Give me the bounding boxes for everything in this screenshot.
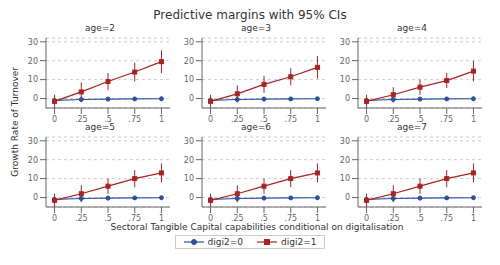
html-text:age=3: age=3 (241, 23, 271, 33)
svg-text:0: 0 (208, 115, 213, 122)
svg-text:.25: .25 (387, 214, 400, 221)
svg-text:10: 10 (340, 174, 350, 183)
svg-text:.5: .5 (260, 115, 268, 122)
svg-text:0: 0 (33, 94, 38, 103)
svg-text:.25: .25 (75, 115, 88, 122)
svg-text:1: 1 (159, 214, 164, 221)
svg-text:.75: .75 (284, 115, 297, 122)
svg-text:.5: .5 (416, 115, 424, 122)
svg-text:0: 0 (345, 94, 350, 103)
html-text:age=5: age=5 (85, 122, 115, 132)
svg-text:.25: .25 (231, 214, 244, 221)
svg-text:1: 1 (159, 115, 164, 122)
svg-text:20: 20 (28, 156, 38, 165)
html-text:Predictive margins with 95% CI: Predictive margins with 95% CIs (153, 8, 347, 22)
svg-text:0: 0 (208, 214, 213, 221)
svg-text:1: 1 (315, 115, 320, 122)
svg-text:.5: .5 (260, 214, 268, 221)
svg-text:10: 10 (340, 75, 350, 84)
html-text:age=7: age=7 (397, 122, 427, 132)
html-text:age=6: age=6 (241, 122, 271, 132)
svg-text:10: 10 (28, 75, 38, 84)
svg-text:10: 10 (184, 174, 194, 183)
svg-text:0: 0 (364, 115, 369, 122)
svg-text:20: 20 (340, 156, 350, 165)
svg-text:.25: .25 (231, 115, 244, 122)
svg-text:.5: .5 (416, 214, 424, 221)
svg-text:.75: .75 (284, 214, 297, 221)
svg-text:10: 10 (184, 75, 194, 84)
svg-text:0: 0 (52, 115, 57, 122)
html-text:Growth Rate of Turnover: Growth Rate of Turnover (10, 67, 20, 177)
svg-text:.75: .75 (440, 214, 453, 221)
svg-text:10: 10 (28, 174, 38, 183)
svg-text:.25: .25 (75, 214, 88, 221)
svg-text:20: 20 (340, 57, 350, 66)
svg-text:30: 30 (340, 137, 350, 146)
html-text:Sectoral Tangible Capital capa: Sectoral Tangible Capital capabilities c… (110, 222, 404, 232)
svg-text:1: 1 (471, 214, 476, 221)
svg-text:0: 0 (364, 214, 369, 221)
svg-text:0: 0 (189, 193, 194, 202)
html-text:age=4: age=4 (397, 23, 427, 33)
svg-text:1: 1 (471, 115, 476, 122)
html-text:digi2=0: digi2=0 (207, 237, 243, 247)
svg-text:1: 1 (315, 214, 320, 221)
svg-text:.5: .5 (104, 115, 112, 122)
svg-text:30: 30 (28, 137, 38, 146)
svg-text:0: 0 (33, 193, 38, 202)
svg-text:30: 30 (28, 38, 38, 47)
svg-text:.75: .75 (440, 115, 453, 122)
svg-text:30: 30 (184, 137, 194, 146)
html-text:digi2=1: digi2=1 (281, 237, 317, 247)
svg-text:30: 30 (184, 38, 194, 47)
svg-text:0: 0 (345, 193, 350, 202)
svg-text:20: 20 (28, 57, 38, 66)
svg-text:.75: .75 (128, 214, 141, 221)
svg-text:20: 20 (184, 57, 194, 66)
svg-text:0: 0 (52, 214, 57, 221)
svg-text:20: 20 (184, 156, 194, 165)
html-text:age=2: age=2 (85, 23, 115, 33)
svg-text:.5: .5 (104, 214, 112, 221)
svg-text:30: 30 (340, 38, 350, 47)
svg-text:.75: .75 (128, 115, 141, 122)
svg-text:.25: .25 (387, 115, 400, 122)
svg-text:0: 0 (189, 94, 194, 103)
